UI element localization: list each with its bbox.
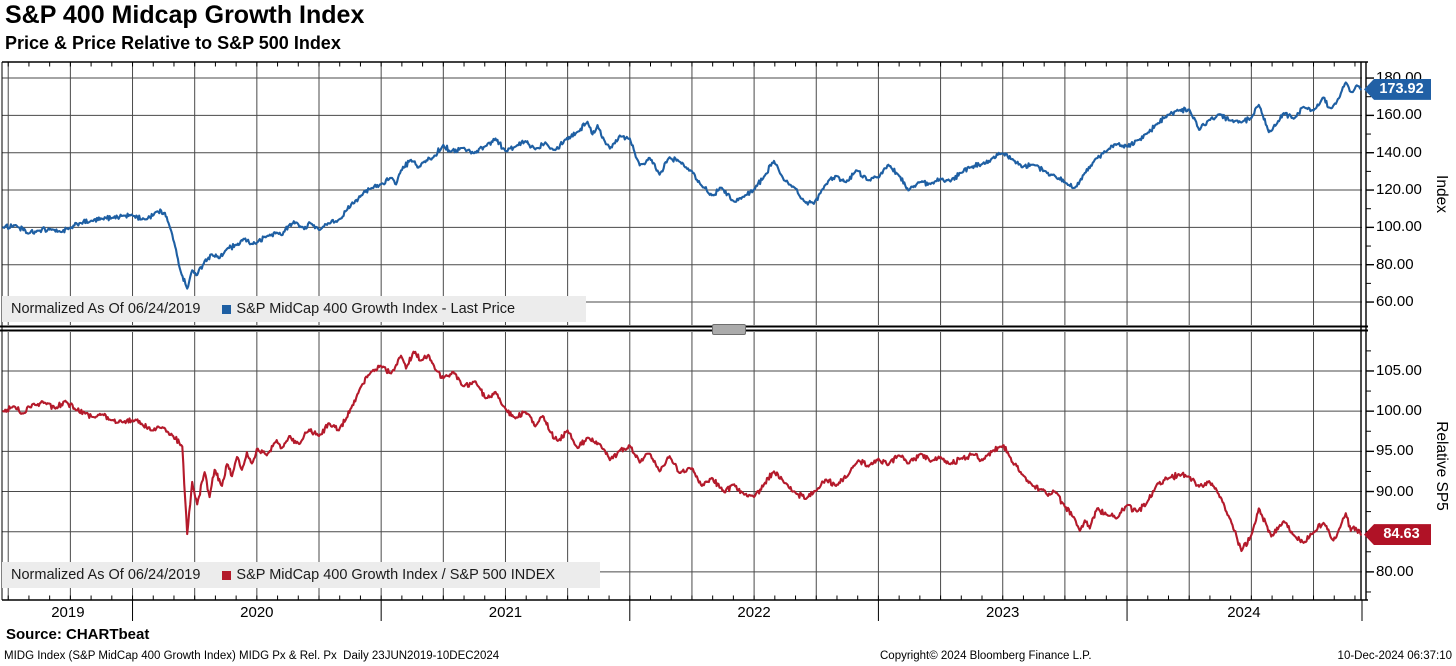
y-axis-tick-label: 120.00 [1376, 181, 1422, 199]
copyright-label: Copyright© 2024 Bloomberg Finance L.P. [880, 650, 1092, 662]
x-axis-year-label: 2023 [986, 604, 1020, 621]
series-label-relative: S&P MidCap 400 Growth Index / S&P 500 IN… [236, 567, 556, 583]
price-line [2, 81, 1362, 290]
relative-price-line [2, 350, 1362, 553]
y-axis-tick-label: 160.00 [1376, 106, 1422, 124]
y-axis-tick-label: 80.00 [1376, 255, 1414, 273]
normalized-as-of-label: Normalized As Of 06/24/2019 [11, 301, 201, 317]
legend-top-panel: Normalized As Of 06/24/2019 S&P MidCap 4… [2, 296, 586, 322]
y-axis-tick-label: 105.00 [1376, 361, 1422, 379]
y-axis-tick-label: 100.00 [1376, 402, 1422, 420]
chart-frame [0, 61, 1368, 601]
blue-series-marker-icon [222, 304, 232, 314]
right-axis-title-index: Index [1433, 174, 1450, 213]
y-axis-tick-label: 80.00 [1376, 562, 1414, 580]
legend-bottom-panel: Normalized As Of 06/24/2019 S&P MidCap 4… [2, 562, 600, 588]
x-axis-year-label: 2021 [488, 604, 523, 621]
y-axis-tick-label: 140.00 [1376, 143, 1422, 161]
last-price-badge-relative: 84.63 [1364, 524, 1431, 546]
red-series-marker-icon [222, 570, 232, 580]
timestamp-label: 10-Dec-2024 06:37:10 [1337, 650, 1452, 662]
last-price-badge-index: 173.92 [1364, 78, 1431, 100]
x-axis-year-label: 2022 [737, 604, 771, 621]
series-lines [2, 81, 1362, 553]
right-axis-title-relative: Relative SP5 [1433, 421, 1450, 511]
gridlines [2, 62, 1362, 600]
y-axis-tick-label: 95.00 [1376, 442, 1414, 460]
x-axis-year-label: 2019 [51, 604, 85, 621]
y-axis-tick-label: 60.00 [1376, 293, 1414, 311]
page-title: S&P 400 Midcap Growth Index [5, 1, 365, 29]
x-axis-year-label: 2020 [240, 604, 274, 621]
chart-description: MIDG Index (S&P MidCap 400 Growth Index)… [4, 650, 500, 662]
y-axis-tick-label: 90.00 [1376, 482, 1414, 500]
panel-resize-handle[interactable] [712, 324, 746, 335]
axis-ticks [7, 62, 1374, 621]
page-subtitle: Price & Price Relative to S&P 500 Index [5, 33, 341, 53]
x-axis-year-label: 2024 [1227, 604, 1261, 621]
source-label: Source: CHARTbeat [6, 626, 150, 643]
series-label-price: S&P MidCap 400 Growth Index - Last Price [236, 301, 516, 317]
y-axis-tick-label: 100.00 [1376, 218, 1422, 236]
normalized-as-of-label: Normalized As Of 06/24/2019 [11, 567, 201, 583]
